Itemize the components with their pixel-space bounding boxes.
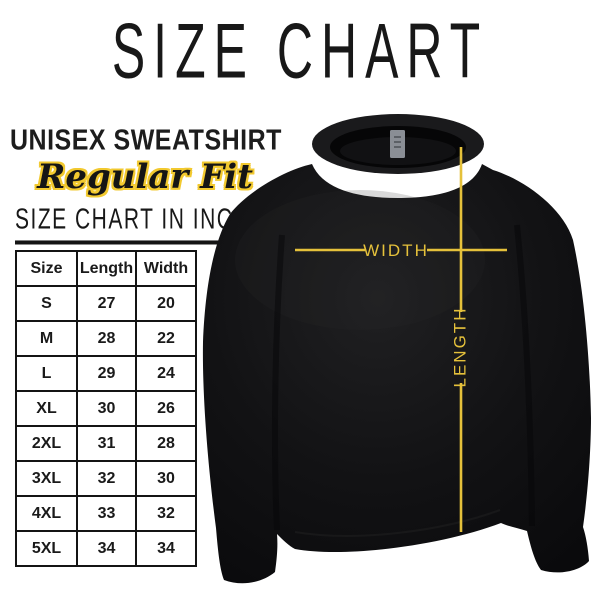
cell-length: 29: [76, 355, 137, 392]
table-header-row: Size Length Width: [15, 250, 197, 287]
cell-width: 28: [135, 425, 197, 462]
cell-size: S: [15, 285, 78, 322]
table-row: 2XL 31 28: [15, 425, 197, 462]
table-row: 5XL 34 34: [15, 530, 197, 567]
table-row: XL 30 26: [15, 390, 197, 427]
neck-tag-text-line: [394, 146, 401, 148]
neck-tag-text-line: [394, 136, 401, 138]
table-row: S 27 20: [15, 285, 197, 322]
measurement-lines: [295, 147, 507, 532]
column-header-width: Width: [135, 250, 197, 287]
length-label: LENGTH: [450, 307, 469, 388]
column-header-size: Size: [15, 250, 78, 287]
table-row: L 29 24: [15, 355, 197, 392]
cell-size: 4XL: [15, 495, 78, 532]
cell-size: M: [15, 320, 78, 357]
cell-width: 32: [135, 495, 197, 532]
right-sleeve-crease: [514, 224, 535, 527]
cell-size: 2XL: [15, 425, 78, 462]
cell-size: L: [15, 355, 78, 392]
hem-seam: [294, 509, 501, 537]
cell-width: 30: [135, 460, 197, 497]
brand-block: UNISEX SWEATSHIRT Regular Fit: [10, 124, 282, 197]
size-table: Size Length Width S 27 20 M 28 22 L 29 2…: [15, 250, 197, 567]
table-row: 4XL 33 32: [15, 495, 197, 532]
product-name: UNISEX SWEATSHIRT: [10, 124, 282, 157]
column-header-length: Length: [76, 250, 137, 287]
cell-size: 3XL: [15, 460, 78, 497]
sweatshirt-body: [202, 164, 591, 584]
page-title: SIZE CHART: [111, 7, 489, 95]
cell-width: 20: [135, 285, 197, 322]
sweatshirt-image: WIDTH LENGTH: [202, 114, 591, 584]
cell-length: 30: [76, 390, 137, 427]
cell-length: 27: [76, 285, 137, 322]
cell-length: 34: [76, 530, 137, 567]
width-label: WIDTH: [363, 241, 429, 260]
cell-size: 5XL: [15, 530, 78, 567]
left-sleeve-crease: [271, 234, 285, 531]
cell-width: 26: [135, 390, 197, 427]
cell-length: 32: [76, 460, 137, 497]
fabric-highlight: [235, 190, 485, 330]
table-row: 3XL 32 30: [15, 460, 197, 497]
cell-width: 34: [135, 530, 197, 567]
cell-size: XL: [15, 390, 78, 427]
cell-width: 24: [135, 355, 197, 392]
product-fit-label: Regular Fit: [37, 157, 253, 197]
cell-length: 33: [76, 495, 137, 532]
cell-length: 28: [76, 320, 137, 357]
neck-tag: [390, 130, 405, 158]
cell-width: 22: [135, 320, 197, 357]
neck-tag-text-line: [394, 141, 401, 143]
table-row: M 28 22: [15, 320, 197, 357]
cell-length: 31: [76, 425, 137, 462]
